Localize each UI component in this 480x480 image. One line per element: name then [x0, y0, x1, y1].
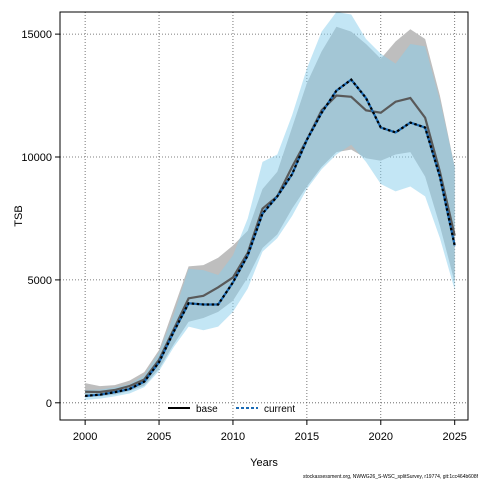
y-axis-title: TSB	[13, 205, 25, 226]
series-lines	[85, 78, 456, 398]
y-tick-label-0: 0	[46, 398, 52, 410]
x-tick-label-2010: 2010	[221, 431, 245, 443]
legend-label-base: base	[196, 404, 218, 415]
legend: base current	[168, 404, 295, 415]
y-tick-label-5000: 5000	[28, 275, 52, 287]
line-base	[85, 94, 456, 394]
axes: 2000 2005 2010 2015 2020 2025 0 5000 10000 15000	[21, 29, 467, 443]
y-tick-label-10000: 10000	[21, 152, 52, 164]
footnote: stockassessment.org, NWWG26_S-WSC_splitS…	[303, 474, 479, 480]
plot-frame	[59, 11, 469, 421]
x-tick-label-2000: 2000	[73, 431, 97, 443]
line-current	[85, 78, 456, 398]
x-tick-label-2005: 2005	[147, 431, 171, 443]
x-tick-label-2025: 2025	[442, 431, 466, 443]
legend-label-current: current	[264, 404, 295, 415]
y-tick-label-15000: 15000	[21, 29, 52, 41]
x-tick-label-2015: 2015	[295, 431, 319, 443]
x-axis-title: Years	[250, 457, 278, 469]
x-tick-label-2020: 2020	[369, 431, 393, 443]
